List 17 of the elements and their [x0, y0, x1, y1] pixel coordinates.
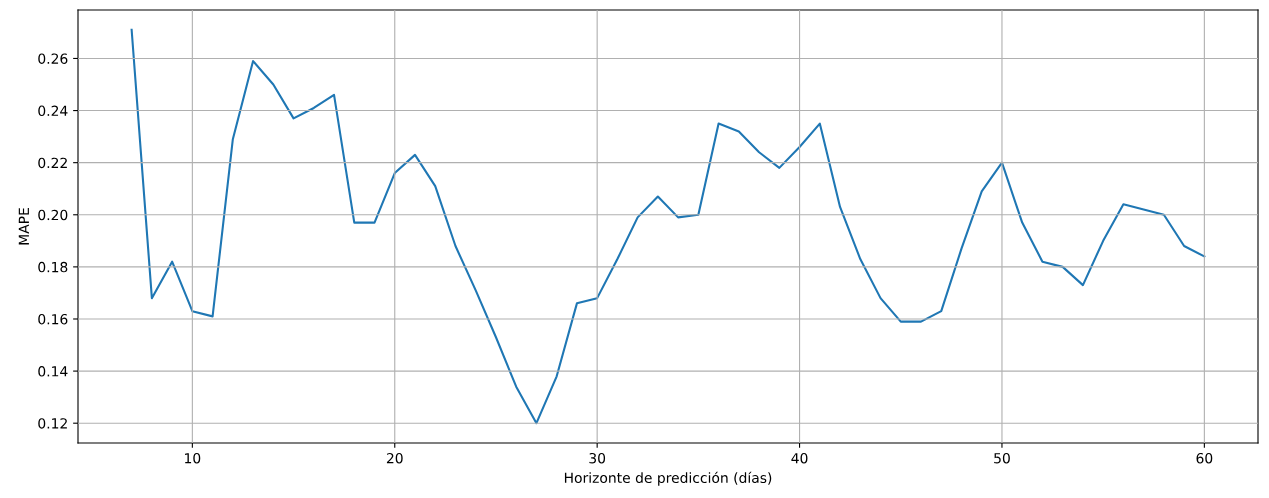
- x-tick-label: 30: [589, 452, 606, 464]
- y-tick-label: 0.16: [38, 313, 68, 325]
- y-tick-label: 0.12: [38, 418, 67, 429]
- x-tick-label: 50: [994, 452, 1010, 464]
- y-tick-label: 0.18: [38, 261, 68, 273]
- x-tick-label: 10: [185, 452, 201, 464]
- y-tick-label: 0.24: [38, 105, 68, 117]
- y-axis-title: MAPE: [18, 208, 29, 245]
- x-axis-title: Horizonte de predicción (días): [564, 471, 772, 486]
- x-tick-label: 40: [791, 452, 808, 464]
- line-series: [130, 28, 1206, 425]
- y-tick-label: 0.22: [38, 157, 67, 169]
- y-tick-label: 0.14: [38, 366, 68, 377]
- x-tick-label: 60: [1196, 452, 1213, 464]
- y-tick-label: 0.26: [38, 53, 68, 64]
- y-tick-label: 0.20: [38, 209, 68, 221]
- x-tick-label: 20: [386, 452, 403, 464]
